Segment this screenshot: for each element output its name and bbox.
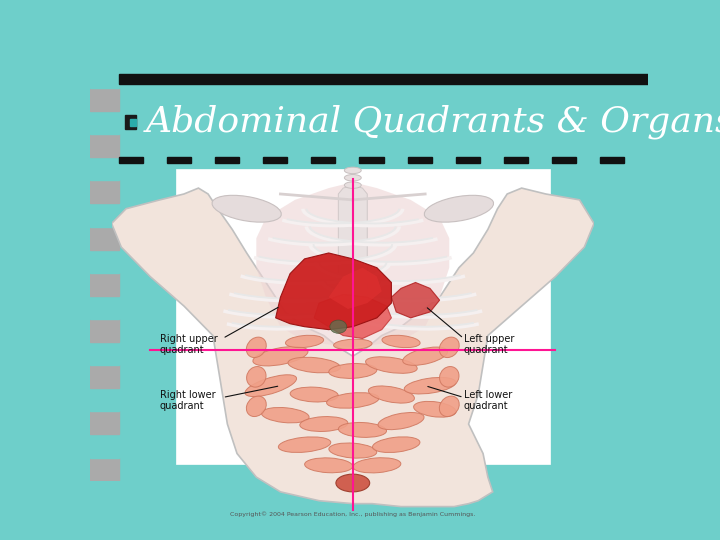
Ellipse shape — [369, 386, 415, 403]
Bar — [552, 157, 576, 163]
Ellipse shape — [413, 401, 456, 417]
Ellipse shape — [372, 437, 420, 453]
Text: Right lower
quadrant: Right lower quadrant — [160, 390, 215, 411]
Polygon shape — [392, 282, 440, 318]
Bar — [359, 157, 384, 163]
Bar — [90, 434, 119, 457]
Bar — [215, 157, 239, 163]
Polygon shape — [112, 188, 594, 507]
Ellipse shape — [279, 437, 330, 453]
Bar — [90, 273, 119, 296]
Bar — [90, 204, 119, 226]
Ellipse shape — [344, 174, 361, 181]
Polygon shape — [338, 185, 367, 318]
Bar — [90, 342, 119, 365]
Ellipse shape — [261, 408, 309, 423]
Text: Left upper
quadrant: Left upper quadrant — [464, 334, 514, 355]
Bar — [176, 168, 550, 464]
Bar — [167, 157, 191, 163]
Ellipse shape — [378, 413, 424, 430]
Ellipse shape — [212, 195, 282, 222]
Bar — [311, 157, 336, 163]
Ellipse shape — [344, 182, 361, 188]
Bar — [90, 388, 119, 411]
Bar — [90, 111, 119, 134]
Bar — [90, 296, 119, 319]
Bar — [90, 88, 119, 111]
Bar — [90, 319, 119, 342]
Bar — [90, 134, 119, 157]
Ellipse shape — [344, 167, 361, 174]
Bar — [90, 226, 119, 249]
Text: Abdominal Quadrants & Organs: Abdominal Quadrants & Organs — [145, 105, 720, 139]
Bar — [119, 75, 648, 84]
Ellipse shape — [246, 396, 266, 416]
Ellipse shape — [253, 347, 308, 366]
Ellipse shape — [246, 337, 266, 357]
Bar — [90, 411, 119, 434]
Bar — [90, 180, 119, 204]
Ellipse shape — [290, 387, 338, 402]
Bar — [408, 157, 431, 163]
Ellipse shape — [246, 367, 266, 387]
Bar — [90, 365, 119, 388]
Ellipse shape — [404, 377, 456, 394]
Bar — [600, 157, 624, 163]
Polygon shape — [276, 253, 392, 329]
Bar — [119, 157, 648, 163]
Bar — [90, 157, 119, 180]
Bar — [90, 249, 119, 273]
Ellipse shape — [305, 458, 353, 473]
Ellipse shape — [353, 458, 401, 473]
Ellipse shape — [330, 320, 347, 333]
Bar — [119, 157, 143, 163]
Text: Right upper
quadrant: Right upper quadrant — [160, 334, 217, 355]
Ellipse shape — [288, 357, 341, 373]
Ellipse shape — [439, 367, 459, 387]
Ellipse shape — [424, 195, 494, 222]
Ellipse shape — [382, 335, 420, 348]
Bar — [90, 65, 119, 88]
Bar — [125, 115, 136, 129]
Ellipse shape — [327, 393, 379, 408]
Ellipse shape — [439, 396, 459, 416]
Bar — [90, 457, 119, 481]
Polygon shape — [256, 182, 449, 347]
Ellipse shape — [336, 474, 369, 492]
Ellipse shape — [366, 357, 417, 373]
Bar — [456, 157, 480, 163]
Polygon shape — [328, 268, 382, 309]
Text: Left lower
quadrant: Left lower quadrant — [464, 390, 512, 411]
Ellipse shape — [333, 339, 372, 349]
Bar — [264, 157, 287, 163]
Ellipse shape — [286, 335, 323, 348]
Bar — [504, 157, 528, 163]
Bar — [130, 119, 136, 126]
Text: Copyright© 2004 Pearson Education, Inc., publishing as Benjamin Cummings.: Copyright© 2004 Pearson Education, Inc.,… — [230, 511, 475, 517]
Ellipse shape — [338, 422, 387, 437]
Ellipse shape — [329, 443, 377, 458]
Ellipse shape — [300, 416, 348, 431]
Ellipse shape — [439, 337, 459, 357]
Ellipse shape — [329, 363, 377, 379]
Ellipse shape — [245, 375, 297, 396]
Ellipse shape — [402, 347, 448, 366]
Polygon shape — [314, 294, 392, 339]
